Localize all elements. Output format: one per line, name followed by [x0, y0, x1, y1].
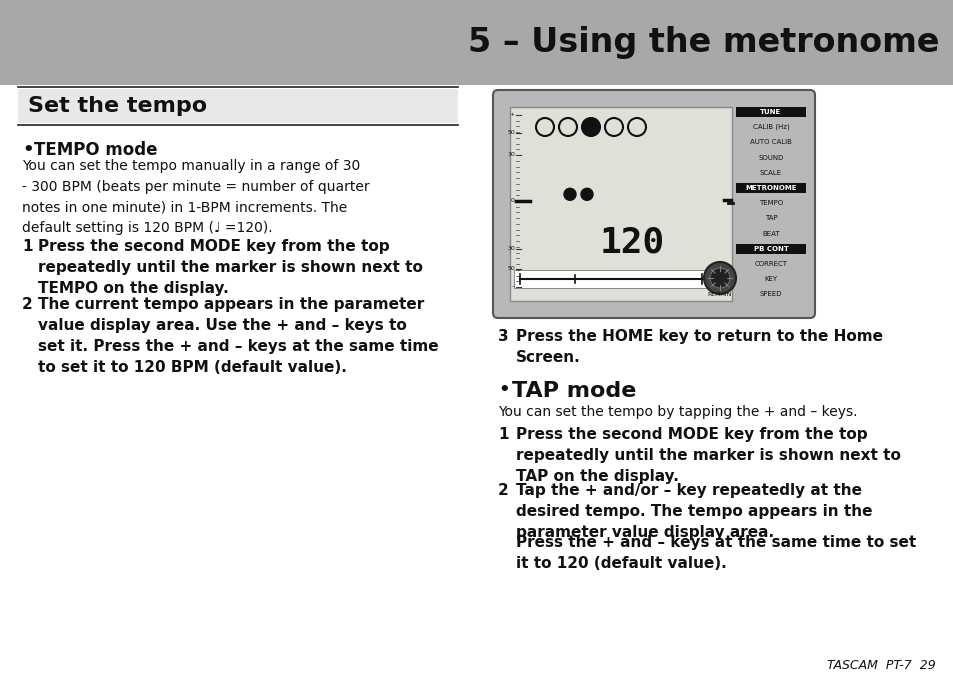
Text: METRONOME: METRONOME — [744, 185, 796, 191]
Text: Tap the + and/or – key repeatedly at the
desired tempo. The tempo appears in the: Tap the + and/or – key repeatedly at the… — [516, 483, 872, 540]
Text: CALIB (Hz): CALIB (Hz) — [752, 124, 788, 130]
Text: BEAT: BEAT — [761, 230, 779, 237]
Text: 30: 30 — [507, 246, 515, 252]
Text: The current tempo appears in the parameter
value display area. Use the + and – k: The current tempo appears in the paramet… — [38, 297, 438, 375]
Bar — [510, 107, 731, 301]
Text: TASCAM  PT-7  29: TASCAM PT-7 29 — [826, 659, 935, 672]
Text: TUNE: TUNE — [760, 109, 781, 115]
Text: 50: 50 — [507, 130, 515, 136]
Text: KEY: KEY — [763, 276, 777, 282]
Text: 2: 2 — [22, 297, 32, 312]
Text: 5 – Using the metronome: 5 – Using the metronome — [468, 26, 939, 59]
Text: 1: 1 — [22, 239, 32, 254]
FancyBboxPatch shape — [493, 90, 814, 318]
Text: Press the HOME key to return to the Home
Screen.: Press the HOME key to return to the Home… — [516, 329, 882, 365]
Bar — [0, 0, 953, 85]
Text: Press the second MODE key from the top
repeatedly until the marker is shown next: Press the second MODE key from the top r… — [516, 427, 900, 484]
Text: SPEED: SPEED — [759, 292, 781, 298]
Text: 1: 1 — [497, 427, 508, 442]
Text: You can set the tempo manually in a range of 30
- 300 BPM (beats per minute = nu: You can set the tempo manually in a rang… — [22, 159, 369, 235]
Text: 3: 3 — [497, 329, 508, 344]
Text: TEMPO: TEMPO — [759, 200, 782, 206]
Text: You can set the tempo by tapping the + and – keys.: You can set the tempo by tapping the + a… — [497, 405, 857, 419]
Bar — [18, 89, 457, 123]
Text: +: + — [509, 113, 515, 117]
Bar — [735, 107, 805, 117]
Text: Press the second MODE key from the top
repeatedly until the marker is shown next: Press the second MODE key from the top r… — [38, 239, 422, 296]
Text: Press the + and – keys at the same time to set
it to 120 (default value).: Press the + and – keys at the same time … — [516, 535, 915, 571]
Text: •: • — [22, 141, 33, 159]
Text: SOUND: SOUND — [758, 154, 782, 161]
Circle shape — [563, 188, 576, 200]
Text: TAP: TAP — [764, 215, 777, 222]
Text: TAP mode: TAP mode — [512, 381, 636, 401]
Text: 0: 0 — [511, 198, 515, 204]
Circle shape — [581, 118, 599, 136]
Text: 2: 2 — [497, 483, 508, 498]
Text: Set the tempo: Set the tempo — [28, 96, 207, 116]
Text: 50: 50 — [507, 266, 515, 272]
Text: –: – — [512, 285, 515, 289]
Text: 120: 120 — [598, 226, 664, 260]
Circle shape — [580, 188, 593, 200]
Text: •: • — [497, 381, 509, 399]
Text: 30: 30 — [507, 152, 515, 158]
Bar — [735, 244, 805, 254]
Circle shape — [709, 268, 729, 288]
Text: SCALE: SCALE — [760, 170, 781, 176]
Text: REMAIN: REMAIN — [707, 292, 731, 297]
Text: CORRECT: CORRECT — [754, 261, 786, 267]
Bar — [514, 270, 713, 288]
Text: AUTO CALIB: AUTO CALIB — [749, 139, 791, 145]
Text: PB CONT: PB CONT — [753, 246, 787, 252]
Text: TEMPO mode: TEMPO mode — [34, 141, 157, 159]
Bar — [735, 183, 805, 193]
Circle shape — [703, 262, 735, 294]
